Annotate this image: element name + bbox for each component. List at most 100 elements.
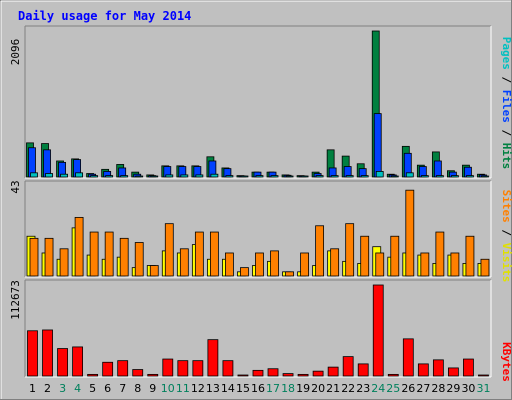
bar-sites-day-11	[179, 248, 189, 277]
bar-kbytes-day-8	[132, 369, 144, 377]
bar-pages-day-17	[270, 175, 279, 178]
bar-kbytes-day-4	[72, 346, 83, 377]
bar-sites-day-21	[330, 248, 340, 277]
bar-pages-day-22	[345, 175, 354, 178]
bar-kbytes-day-21	[327, 366, 339, 377]
bar-kbytes-day-15	[237, 374, 249, 377]
bar-kbytes-day-14	[222, 360, 234, 377]
day-label-4: 4	[74, 382, 81, 395]
bar-sites-day-24	[375, 252, 385, 277]
bar-sites-day-13	[209, 231, 219, 277]
bar-kbytes-day-13	[207, 339, 219, 377]
day-label-18: 18	[281, 382, 295, 395]
bar-sites-day-26	[405, 189, 415, 277]
bar-kbytes-day-20	[312, 370, 324, 377]
day-axis-labels: 1 2 3 4 5 6 7 8 9 10 11 12 13 14 15 16 17 18 19 20 21 22 23 24 2…	[29, 382, 490, 395]
bar-kbytes-day-23	[357, 363, 369, 377]
chart-title: Daily usage for May 2014	[18, 9, 191, 23]
bar-sites-day-3	[59, 248, 69, 277]
hits-files-pages-panel	[24, 25, 492, 179]
day-label-5: 5	[89, 382, 96, 395]
legend-pages: Pages	[500, 37, 512, 70]
top-panel-plot-area	[25, 26, 491, 178]
day-label-11: 11	[176, 382, 190, 395]
day-label-14: 14	[221, 382, 235, 395]
bar-kbytes-day-25	[387, 373, 399, 377]
bar-pages-day-14	[225, 175, 234, 178]
top-panel-max-label: 2096	[9, 39, 22, 66]
day-label-7: 7	[119, 382, 126, 395]
bar-kbytes-day-6	[102, 361, 114, 377]
bar-kbytes-day-2	[42, 329, 53, 377]
bar-sites-day-30	[465, 235, 475, 277]
day-label-15: 15	[236, 382, 250, 395]
bar-pages-day-28	[435, 175, 444, 178]
bar-files-day-24	[373, 113, 382, 178]
bar-pages-day-9	[150, 175, 159, 178]
day-label-13: 13	[206, 382, 220, 395]
bar-pages-day-10	[165, 174, 174, 178]
day-label-19: 19	[296, 382, 310, 395]
bar-kbytes-day-9	[147, 373, 159, 377]
bar-kbytes-day-10	[162, 358, 174, 377]
legend-visits: Visits	[500, 243, 512, 283]
bar-sites-day-15	[240, 267, 249, 277]
day-label-20: 20	[311, 382, 325, 395]
bar-pages-day-26	[405, 172, 414, 178]
day-label-25: 25	[386, 382, 400, 395]
legend-sites: Sites	[500, 190, 512, 223]
bottom-panel-plot-area	[25, 280, 491, 377]
day-label-24: 24	[371, 382, 385, 395]
bar-pages-day-31	[481, 175, 489, 178]
bar-pages-day-23	[360, 175, 369, 178]
day-label-12: 12	[191, 382, 205, 395]
bar-pages-day-4	[75, 172, 83, 178]
bar-pages-day-13	[210, 173, 219, 178]
bar-sites-day-10	[164, 223, 174, 277]
day-label-21: 21	[326, 382, 340, 395]
sites-visits-panel	[24, 180, 492, 278]
day-label-10: 10	[161, 382, 175, 395]
bar-kbytes-day-1	[27, 330, 38, 377]
bar-sites-day-7	[119, 237, 129, 277]
bar-files-day-2	[43, 149, 51, 178]
bar-sites-day-17	[270, 250, 279, 277]
day-label-9: 9	[149, 382, 156, 395]
bar-pages-day-7	[120, 175, 129, 178]
bar-sites-day-20	[315, 225, 325, 277]
bar-pages-day-6	[105, 175, 114, 178]
middle-legend-text: Sites / Visits	[500, 190, 512, 283]
day-label-3: 3	[59, 382, 66, 395]
bar-kbytes-day-17	[267, 368, 279, 377]
bar-pages-day-11	[180, 174, 189, 178]
day-label-2: 2	[44, 382, 51, 395]
bar-pages-day-21	[330, 175, 339, 178]
legend-kbytes: KBytes	[500, 342, 512, 382]
bar-kbytes-day-24	[372, 284, 384, 377]
bar-sites-day-14	[225, 252, 234, 277]
bar-sites-day-2	[44, 237, 54, 277]
legend-files: Files	[500, 90, 512, 123]
bar-sites-day-6	[104, 231, 114, 277]
bar-sites-day-27	[420, 252, 430, 277]
bar-kbytes-day-31	[478, 374, 489, 377]
bar-kbytes-day-30	[463, 358, 474, 377]
bar-sites-day-12	[194, 231, 204, 277]
bar-pages-day-30	[466, 175, 474, 178]
bar-sites-day-28	[435, 231, 445, 277]
day-label-1: 1	[29, 382, 36, 395]
day-label-17: 17	[266, 382, 280, 395]
middle-panel-max-label: 43	[9, 180, 22, 193]
bar-kbytes-day-18	[282, 373, 294, 377]
bar-pages-day-16	[255, 175, 264, 178]
bar-kbytes-day-27	[417, 363, 429, 377]
bar-sites-day-23	[360, 235, 370, 277]
day-label-31: 31	[476, 382, 490, 395]
bar-sites-day-9	[149, 265, 159, 277]
day-label-8: 8	[134, 382, 141, 395]
bar-pages-day-24	[375, 171, 384, 178]
bar-sites-day-19	[300, 252, 309, 277]
top-legend: Pages / Files / Hits	[500, 37, 512, 170]
